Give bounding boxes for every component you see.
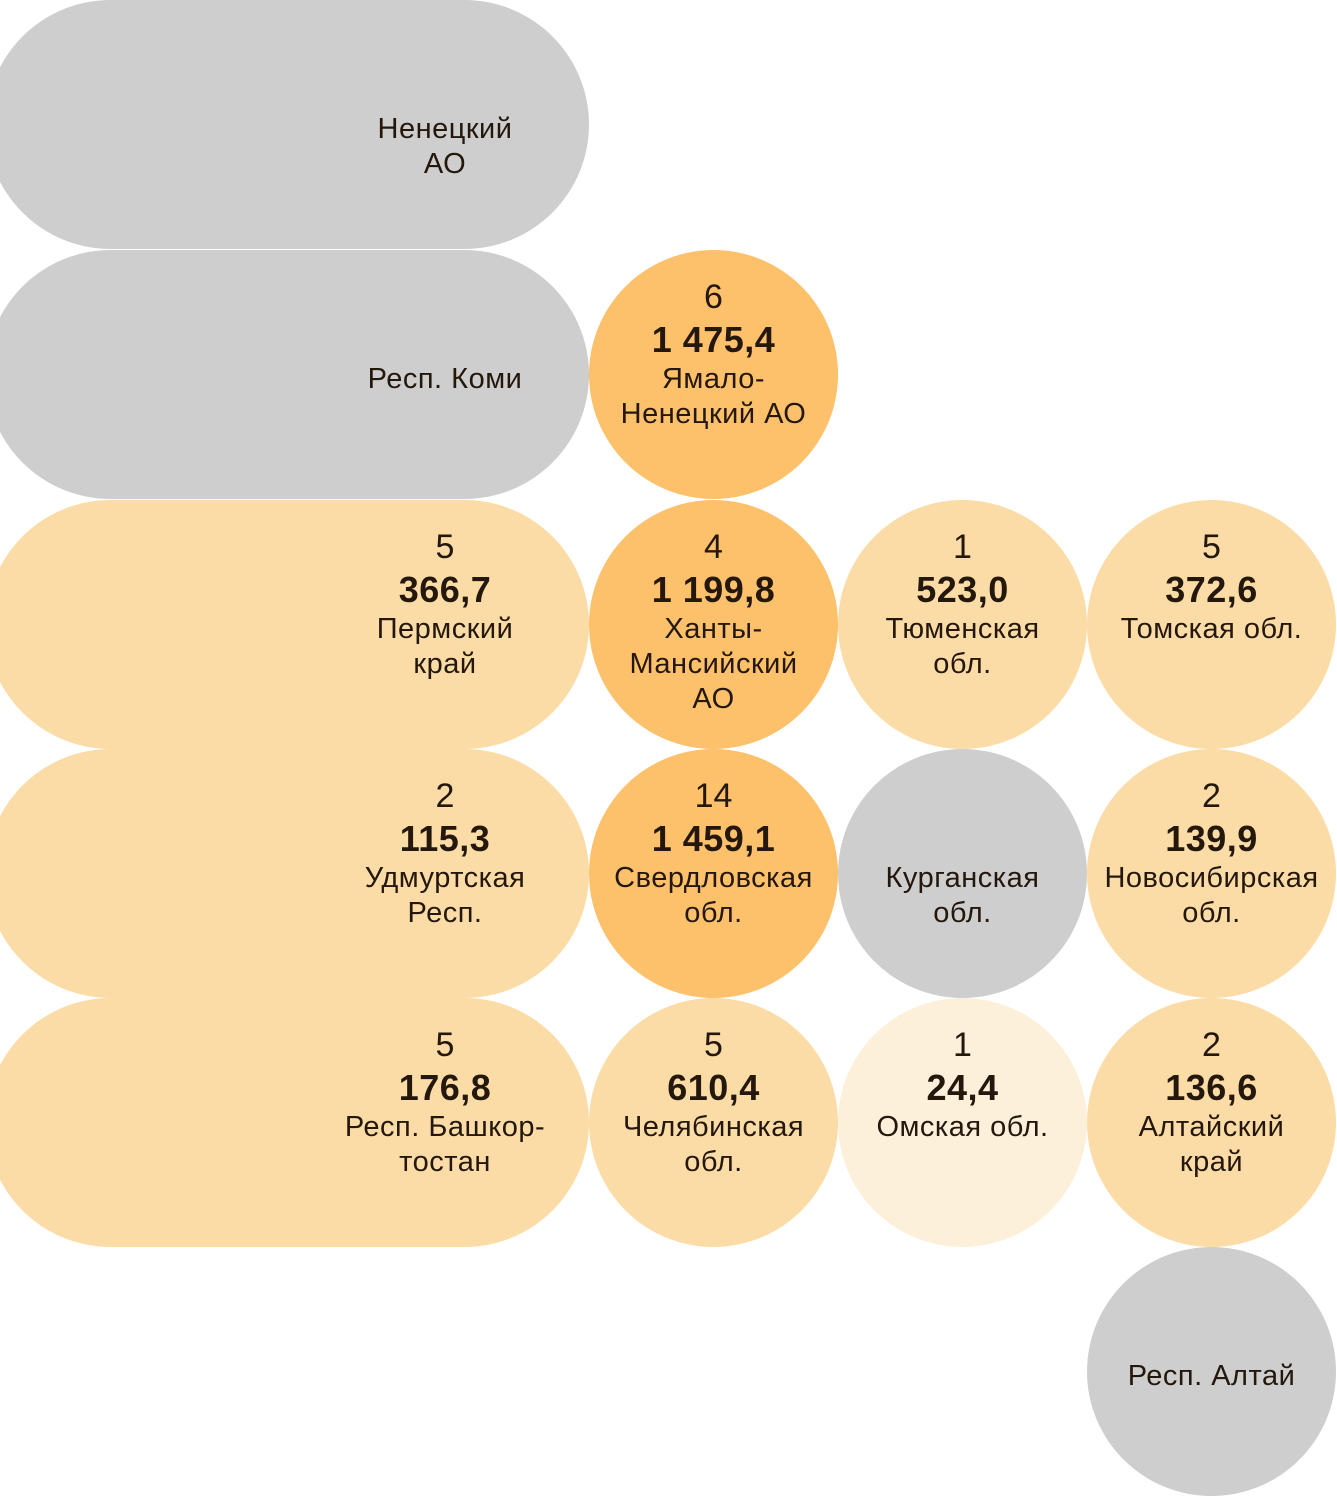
tile-altai-resp: Респ. Алтай — [1087, 1247, 1336, 1496]
tile-value: 1 475,4 — [651, 319, 776, 360]
tile-value: 1 199,8 — [651, 569, 776, 610]
tile-value — [1081, 1315, 1337, 1359]
tile-value — [310, 318, 580, 362]
tile-name: Тюменская обл. — [885, 613, 1040, 680]
tile-count: 2 — [435, 777, 455, 815]
tile-value: 115,3 — [399, 818, 491, 859]
tile-udmurt-resp: 2 115,3 Удмуртская Респ. — [0, 749, 589, 998]
tile-label: 1 523,0 Тюменская обл. — [832, 526, 1093, 682]
tile-label: 5 366,7 Пермский край — [310, 526, 580, 682]
tile-name: Ненецкий АО — [377, 113, 513, 180]
tile-label: 1 24,4 Омская обл. — [832, 1024, 1093, 1145]
tile-value: 176,8 — [398, 1067, 492, 1108]
tile-value: 24,4 — [926, 1067, 999, 1108]
tile-omsk-obl: 1 24,4 Омская обл. — [838, 998, 1087, 1247]
tile-name: Ханты- Мансийский АО — [629, 613, 798, 715]
tile-value: 366,7 — [398, 569, 492, 610]
tile-name: Удмуртская Респ. — [364, 862, 526, 929]
tile-name: Пермский край — [376, 613, 514, 680]
tile-nenets-ao: Ненецкий АО — [0, 0, 589, 249]
tile-count: 4 — [704, 528, 723, 566]
tile-value: 610,4 — [667, 1067, 760, 1108]
tile-sverdlovsk-obl: 14 1 459,1 Свердловская обл. — [589, 749, 838, 998]
tile-name: Омская обл. — [876, 1111, 1049, 1143]
tile-label: Респ. Коми — [310, 276, 580, 397]
tile-value: 523,0 — [916, 569, 1009, 610]
tile-name: Томская обл. — [1120, 613, 1303, 645]
tile-tyumen-obl: 1 523,0 Тюменская обл. — [838, 500, 1087, 749]
tile-perm-krai: 5 366,7 Пермский край — [0, 500, 589, 749]
tile-label: Курганская обл. — [832, 775, 1093, 931]
tile-value: 372,6 — [1165, 569, 1258, 610]
tile-name: Респ. Коми — [367, 363, 523, 395]
tile-count: 5 — [704, 1026, 723, 1064]
tile-label: Респ. Алтай — [1081, 1273, 1337, 1394]
tile-count: 5 — [435, 1026, 455, 1064]
tile-name: Респ. Алтай — [1127, 1360, 1296, 1392]
tile-name: Ямало- Ненецкий АО — [620, 363, 807, 430]
tile-value: 1 459,1 — [651, 818, 776, 859]
tile-name: Респ. Башкор- тостан — [344, 1111, 546, 1178]
tile-count: 5 — [1202, 528, 1221, 566]
tile-label: 5 372,6 Томская обл. — [1081, 526, 1337, 647]
tile-value: 139,9 — [1165, 818, 1258, 859]
tile-count: 14 — [694, 777, 733, 815]
tile-kurgan-obl: Курганская обл. — [838, 749, 1087, 998]
tile-value — [310, 68, 580, 112]
tile-count — [310, 276, 580, 318]
tile-label: 5 176,8 Респ. Башкор- тостан — [310, 1024, 580, 1180]
tile-count: 1 — [953, 1026, 972, 1064]
tile-count: 2 — [1202, 1026, 1221, 1064]
tile-label: 2 136,6 Алтайский край — [1081, 1024, 1337, 1180]
tile-label: Ненецкий АО — [310, 26, 580, 182]
tile-name: Свердловская обл. — [614, 862, 813, 929]
tile-count: 6 — [704, 278, 723, 316]
tile-name: Алтайский край — [1138, 1111, 1285, 1178]
tile-novosibirsk-obl: 2 139,9 Новосибирская обл. — [1087, 749, 1336, 998]
tile-count: 5 — [435, 528, 455, 566]
tile-bashkortostan: 5 176,8 Респ. Башкор- тостан — [0, 998, 589, 1247]
tile-name: Новосибирская обл. — [1104, 862, 1319, 929]
tile-name: Курганская обл. — [885, 862, 1040, 929]
tile-count — [832, 775, 1093, 817]
tile-count — [1081, 1273, 1337, 1315]
tile-tomsk-obl: 5 372,6 Томская обл. — [1087, 500, 1336, 749]
tile-count: 2 — [1202, 777, 1221, 815]
tile-komi: Респ. Коми — [0, 250, 589, 499]
tile-count: 1 — [953, 528, 972, 566]
tile-name: Челябинская обл. — [622, 1111, 805, 1178]
tile-label: 14 1 459,1 Свердловская обл. — [583, 775, 844, 931]
tile-altai-krai: 2 136,6 Алтайский край — [1087, 998, 1336, 1247]
tile-value — [832, 817, 1093, 861]
tile-count — [310, 26, 580, 68]
tile-label: 2 139,9 Новосибирская обл. — [1081, 775, 1337, 931]
tile-value: 136,6 — [1165, 1067, 1258, 1108]
tile-label: 5 610,4 Челябинская обл. — [583, 1024, 844, 1180]
tile-label: 2 115,3 Удмуртская Респ. — [310, 775, 580, 931]
tile-chelyabinsk-obl: 5 610,4 Челябинская обл. — [589, 998, 838, 1247]
